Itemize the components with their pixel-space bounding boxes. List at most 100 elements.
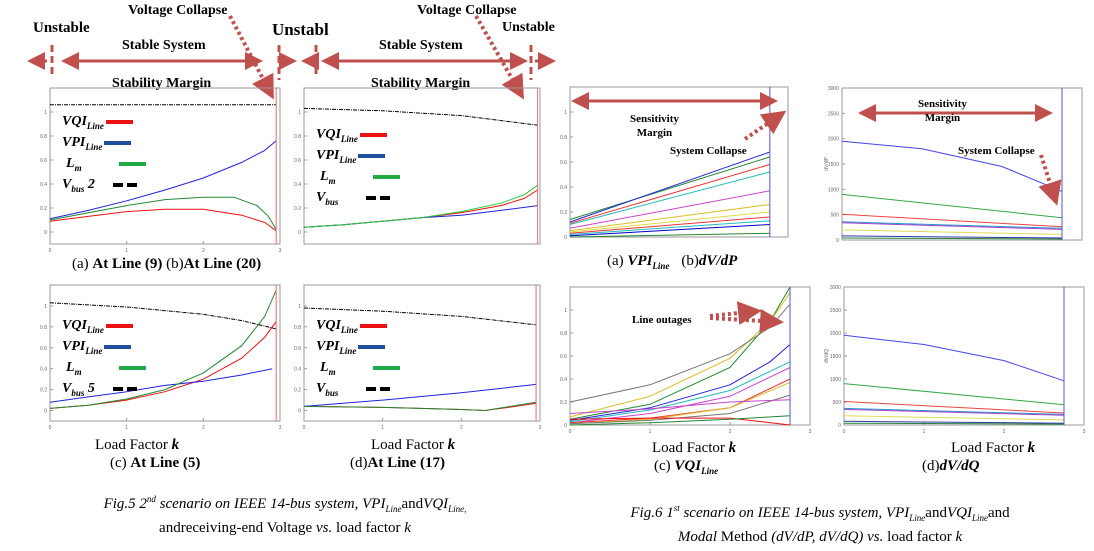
- y-tick-label: 1: [298, 110, 301, 116]
- x-tick-label: 2: [460, 425, 463, 431]
- y-tick-label: 0.4: [294, 367, 301, 373]
- chart-fig5c: 0 0.2 0.4 0.6 0.8 1 0 1 2 3: [40, 284, 282, 431]
- y-tick-label: 0: [838, 423, 841, 429]
- y-tick-label: 0: [836, 238, 839, 244]
- x-tick-label: 2: [1003, 429, 1006, 435]
- series-line-l-m: [303, 401, 537, 412]
- system-collapse-label-a: System Collapse: [670, 145, 747, 157]
- y-tick-label: 2000: [828, 137, 839, 143]
- series-line-v-bus: [303, 107, 538, 126]
- series-line-s6: [843, 415, 1065, 421]
- y-tick-label: 0: [298, 230, 301, 236]
- subcaption-fig6-ab: (a) VPILine (b)dV/dP: [607, 253, 738, 271]
- system-collapse-arrow-b: [1038, 154, 1062, 206]
- x-tick-label: 0: [303, 425, 306, 431]
- y-tick-label: 0.8: [40, 134, 47, 140]
- chart-fig5d: 0 0.2 0.4 0.6 0.8 1 0 1 2 3: [294, 284, 542, 431]
- subcaption-fig5d: (d)At Line (17): [350, 455, 445, 471]
- y-axis-label: dV/dP: [824, 157, 830, 171]
- stability-margin-label-b: Stability Margin: [371, 76, 471, 91]
- series-line-s7: [569, 378, 791, 424]
- series-line-vpi-line: [49, 140, 277, 220]
- series-line-s2: [843, 383, 1065, 406]
- xlabel-fig6c: Load Factor k: [652, 440, 737, 456]
- y-tick-label: 1: [564, 308, 567, 314]
- series-line-s7: [841, 235, 1063, 239]
- subcaption-fig5-ab: (a) At Line (9) (b)At Line (20): [72, 256, 262, 272]
- x-tick-label: 3: [279, 425, 282, 431]
- y-tick-label: 0.2: [294, 206, 301, 212]
- y-tick-label: 0.4: [560, 185, 567, 191]
- series-line-s3: [843, 401, 1065, 414]
- y-tick-label: 0.6: [40, 158, 47, 164]
- y-tick-label: 0.8: [560, 331, 567, 337]
- legend-fig5c: VQILine VPILine Lm Vbus 5: [62, 317, 146, 401]
- x-tick-label: 3: [279, 248, 282, 254]
- series-line-s6: [841, 229, 1063, 235]
- y-tick-label: 0.4: [294, 182, 301, 188]
- y-tick-label: 1: [564, 110, 567, 116]
- series-line-l-m: [49, 289, 277, 409]
- series-line-s5: [569, 361, 791, 423]
- series-line-s1: [841, 140, 1063, 192]
- y-tick-label: 0.2: [294, 388, 301, 394]
- voltage-collapse-label-a: Voltage Collapse: [128, 3, 228, 18]
- x-tick-label: 2: [202, 425, 205, 431]
- y-tick-label: 1: [44, 304, 47, 310]
- x-tick-label: 2: [729, 429, 732, 435]
- stable-system-label-a: Stable System: [122, 38, 206, 53]
- series-line-s9: [569, 394, 791, 425]
- series-line-l-m: [49, 196, 277, 230]
- series-line-s6: [569, 367, 791, 424]
- chart-fig6a: 0 0.2 0.4 0.6 0.8 1: [560, 86, 789, 241]
- y-tick-label: 2500: [828, 111, 839, 117]
- line-outages-label: Line outages: [632, 314, 692, 326]
- x-tick-label: 1: [381, 425, 384, 431]
- series-line-s1: [843, 334, 1065, 382]
- y-tick-label: 0: [298, 409, 301, 415]
- y-tick-label: 3000: [828, 86, 839, 92]
- series-line-s7: [843, 420, 1065, 424]
- series-line-vpi-line: [303, 383, 537, 407]
- chart-fig6c: 0 0.2 0.4 0.6 0.8 1 0 1 2 3: [560, 286, 812, 435]
- y-tick-label: 1500: [830, 354, 841, 360]
- plot-frame: [303, 87, 541, 245]
- y-tick-label: 0.8: [294, 134, 301, 140]
- series-line-s8: [841, 237, 1063, 240]
- series-line-s4: [569, 171, 770, 225]
- x-tick-label: 3: [1083, 429, 1086, 435]
- fig5-annotation-arrows: [27, 15, 556, 100]
- y-tick-label: 500: [833, 400, 842, 406]
- series-line-s12: [569, 415, 791, 426]
- plot-frame: [49, 87, 281, 245]
- series-line-l-m: [303, 184, 538, 228]
- y-tick-label: 0.6: [560, 354, 567, 360]
- series-line-s8: [843, 422, 1065, 425]
- y-tick-label: 0.2: [40, 206, 47, 212]
- series-line-s4: [569, 344, 791, 421]
- series-line-s6: [569, 204, 770, 232]
- x-tick-label: 1: [125, 248, 128, 254]
- system-collapse-label-b: System Collapse: [958, 145, 1035, 157]
- series-line-vpi-line: [49, 368, 273, 403]
- series-line-s11: [569, 232, 770, 238]
- y-tick-label: 0.4: [40, 182, 47, 188]
- y-tick-label: 0: [44, 409, 47, 415]
- legend-item-vpi: VPILine: [62, 134, 146, 155]
- series-line-s3: [569, 164, 770, 224]
- y-tick-label: 0.4: [560, 377, 567, 383]
- y-tick-label: 0.8: [560, 135, 567, 141]
- subcaption-fig5c: (c) At Line (5): [110, 455, 201, 471]
- y-tick-label: 0: [44, 230, 47, 236]
- series-line-s8: [569, 381, 791, 425]
- series-line-vqi-line: [49, 208, 277, 232]
- system-collapse-arrow-a: [743, 110, 787, 141]
- series-line-s7: [569, 211, 770, 233]
- unstable-label-mid: Unstabl: [272, 20, 329, 39]
- y-tick-label: 0.6: [40, 346, 47, 352]
- y-tick-label: 0.2: [560, 400, 567, 406]
- series-line-s2: [841, 193, 1063, 219]
- legend-fig5a: VQILine VPILine Lm Vbus 2: [62, 113, 146, 197]
- stability-margin-label-a: Stability Margin: [112, 76, 212, 91]
- x-tick-label: 3: [539, 425, 542, 431]
